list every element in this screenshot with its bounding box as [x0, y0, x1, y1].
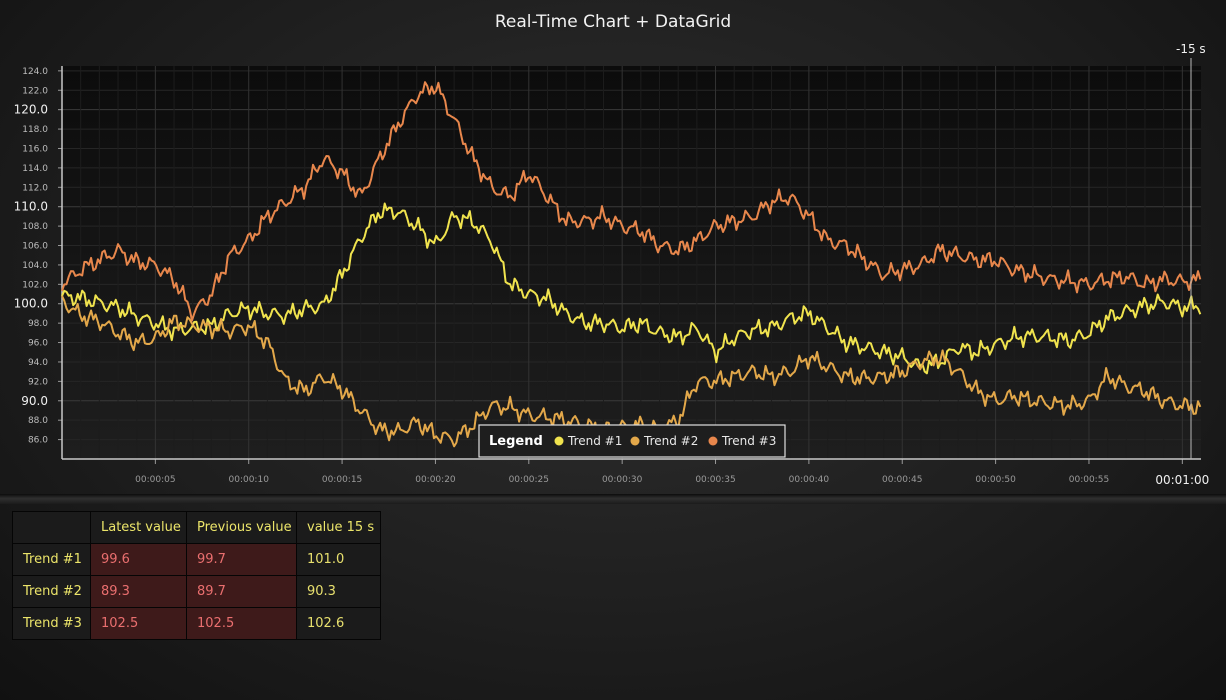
y-axis: 124.0 122.0 120.0 118.0 116.0 114.0 112.0 110.0… — [14, 66, 63, 459]
grid-row-trend3: Trend #3 102.5 102.5 102.6 — [12, 607, 381, 640]
legend-entry: Trend #3 — [721, 434, 776, 448]
grid-row-trend1: Trend #1 99.6 99.7 101.0 — [12, 543, 381, 576]
y-tick-label: 114.0 — [22, 164, 48, 174]
x-tick-label: 00:00:30 — [602, 475, 643, 485]
series-line — [61, 81, 1202, 322]
x-tick-label: 00:00:55 — [1069, 475, 1109, 485]
grid-cell-15s: 102.6 — [296, 607, 381, 640]
grid-header-latest: Latest value — [90, 511, 187, 544]
series-line — [61, 202, 1202, 375]
grid-cell-latest: 89.3 — [90, 575, 187, 608]
time-marker-label: -15 s — [1176, 42, 1206, 56]
y-tick-label: 92.0 — [28, 377, 48, 387]
grid-cell-15s: 101.0 — [296, 543, 381, 576]
grid-row-label: Trend #3 — [12, 607, 91, 640]
chart-area: 124.0 122.0 120.0 118.0 116.0 114.0 112.0 110.0… — [14, 42, 1210, 487]
y-tick-label: 88.0 — [28, 416, 48, 426]
y-tick-label: 90.0 — [21, 394, 48, 408]
y-tick-label: 98.0 — [28, 319, 48, 329]
y-tick-label: 106.0 — [22, 242, 48, 252]
time-marker: -15 s — [1176, 42, 1206, 459]
y-tick-label: 86.0 — [28, 436, 48, 446]
chart-title: Real-Time Chart + DataGrid — [494, 12, 732, 32]
grid-header-previous: Previous value — [186, 511, 297, 544]
y-tick-label: 112.0 — [22, 183, 48, 193]
y-tick-label: 100.0 — [14, 297, 48, 311]
y-tick-label: 104.0 — [22, 261, 48, 271]
y-tick-label: 96.0 — [28, 339, 48, 349]
x-tick-label: 00:00:10 — [229, 475, 270, 485]
x-tick-label: 00:00:25 — [509, 475, 549, 485]
y-tick-label: 120.0 — [14, 103, 48, 117]
y-tick-label: 124.0 — [22, 67, 48, 77]
x-tick-label: 00:00:05 — [135, 475, 175, 485]
x-tick-label: 00:01:00 — [1155, 473, 1209, 487]
y-tick-label: 118.0 — [22, 125, 48, 135]
x-tick-label: 00:00:20 — [415, 475, 456, 485]
grid-cell-latest: 99.6 — [90, 543, 187, 576]
legend-swatch-icon — [554, 436, 564, 446]
legend-entry: Trend #2 — [643, 434, 698, 448]
y-tick-label: 108.0 — [22, 222, 48, 232]
x-tick-label: 00:00:45 — [882, 475, 922, 485]
y-tick-label: 102.0 — [22, 280, 48, 290]
panel-divider — [0, 494, 1226, 504]
plot-background — [62, 66, 1201, 459]
x-axis: 00:00:05 00:00:10 00:00:15 00:00:20 00:00:25… — [62, 458, 1209, 487]
grid-cell-15s: 90.3 — [296, 575, 381, 608]
grid-header-15s: value 15 s — [296, 511, 381, 544]
data-grid: Latest value Previous value value 15 s T… — [12, 511, 381, 640]
grid-cell-previous: 89.7 — [186, 575, 297, 608]
y-tick-label: 116.0 — [22, 144, 48, 154]
grid-cell-latest: 102.5 — [90, 607, 187, 640]
grid-cell-previous: 102.5 — [186, 607, 297, 640]
y-tick-label: 110.0 — [14, 200, 48, 214]
y-tick-label: 94.0 — [28, 358, 48, 368]
y-tick-label: 122.0 — [22, 86, 48, 96]
gridlines — [62, 66, 1201, 459]
legend-swatch-icon — [708, 436, 718, 446]
x-tick-label: 00:00:50 — [975, 475, 1016, 485]
grid-cell-previous: 99.7 — [186, 543, 297, 576]
legend-entry: Trend #1 — [567, 434, 622, 448]
x-tick-label: 00:00:15 — [322, 475, 362, 485]
grid-row-label: Trend #1 — [12, 543, 91, 576]
legend-title: Legend — [489, 434, 543, 449]
legend: Legend Trend #1 Trend #2 Trend #3 — [478, 424, 786, 458]
x-tick-label: 00:00:35 — [695, 475, 735, 485]
legend-swatch-icon — [630, 436, 640, 446]
grid-row-trend2: Trend #2 89.3 89.7 90.3 — [12, 575, 381, 608]
grid-header-corner — [12, 511, 91, 544]
x-tick-label: 00:00:40 — [789, 475, 830, 485]
grid-row-label: Trend #2 — [12, 575, 91, 608]
